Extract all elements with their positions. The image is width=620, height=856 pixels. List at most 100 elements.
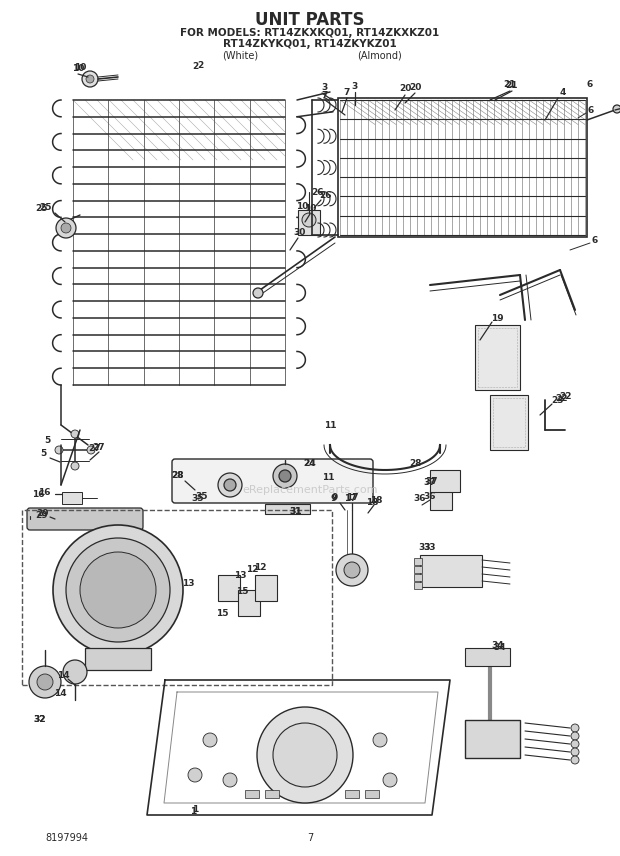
Circle shape [571,748,579,756]
Circle shape [279,470,291,482]
Text: 2: 2 [197,61,203,69]
Circle shape [223,773,237,787]
Circle shape [37,674,53,690]
FancyBboxPatch shape [172,459,373,503]
Circle shape [273,723,337,787]
Text: 27: 27 [89,443,101,453]
Text: 32: 32 [33,716,46,724]
Circle shape [571,732,579,740]
Text: 28: 28 [409,459,421,467]
Bar [493,398,525,447]
Bar [414,582,422,589]
Bar [465,648,510,666]
Text: 13: 13 [234,570,246,580]
Circle shape [336,554,368,586]
Text: 24: 24 [304,459,316,467]
Text: 7: 7 [322,91,328,99]
Circle shape [61,223,71,233]
Text: 22: 22 [556,394,569,402]
Bar [478,328,517,387]
Circle shape [87,446,95,454]
Circle shape [257,707,353,803]
Text: 21: 21 [506,80,518,90]
Text: 17: 17 [346,492,358,502]
Text: 36: 36 [423,491,436,501]
Circle shape [71,430,79,438]
Bar [345,790,359,798]
Text: 35: 35 [196,491,208,501]
Text: 12: 12 [246,566,259,574]
Bar [365,790,379,798]
Circle shape [188,768,202,782]
Circle shape [218,473,242,497]
Text: 10: 10 [296,201,308,211]
Bar [430,470,460,492]
Text: 3: 3 [322,82,328,92]
Circle shape [373,733,387,747]
Text: 26: 26 [312,187,324,197]
Text: 7: 7 [344,87,350,97]
Text: 17: 17 [343,494,356,502]
Text: 4: 4 [560,87,566,97]
Text: 34: 34 [492,640,504,650]
Circle shape [86,75,94,83]
Circle shape [344,562,360,578]
Bar [85,648,151,670]
Circle shape [224,479,236,491]
Text: 14: 14 [56,670,69,680]
Text: 9: 9 [331,494,337,502]
Text: 5: 5 [44,436,50,444]
Text: 12: 12 [254,563,266,573]
Text: 11: 11 [324,420,336,430]
Bar [238,590,260,616]
Text: eReplacementParts.com: eReplacementParts.com [242,485,378,495]
Text: 2: 2 [192,62,198,70]
Text: 18: 18 [370,496,383,504]
Text: 9: 9 [332,492,338,502]
Text: 1: 1 [190,807,196,817]
Bar [265,790,279,798]
Text: 10: 10 [74,62,86,72]
Text: 33: 33 [418,544,432,552]
Text: 22: 22 [559,391,571,401]
Circle shape [82,71,98,87]
Text: 16: 16 [38,488,50,496]
Text: 26: 26 [319,191,331,199]
Text: 32: 32 [33,716,46,724]
Text: 15: 15 [216,609,228,619]
Text: 30: 30 [294,228,306,236]
Text: 21: 21 [503,80,516,88]
Text: 6: 6 [587,80,593,88]
Text: 23: 23 [551,395,563,405]
Text: 6: 6 [592,235,598,245]
Text: 10: 10 [72,63,84,73]
Bar [265,504,310,514]
Bar [414,566,422,573]
Circle shape [29,666,61,698]
Text: UNIT PARTS: UNIT PARTS [255,11,365,29]
Text: 31: 31 [290,507,303,515]
Text: 20: 20 [409,82,421,92]
Bar [255,575,277,601]
Text: 33: 33 [423,543,436,551]
Circle shape [71,462,79,470]
Text: 34: 34 [494,644,507,652]
Bar [22,510,332,685]
Text: 31: 31 [290,507,303,515]
Text: 5: 5 [40,449,46,457]
Circle shape [571,724,579,732]
Circle shape [253,288,263,298]
Bar [490,395,528,450]
Circle shape [273,464,297,488]
Text: 16: 16 [32,490,44,498]
Text: 24: 24 [304,459,316,467]
Text: 37: 37 [426,477,438,485]
Bar [465,720,520,758]
Text: 29: 29 [37,509,50,519]
Bar [218,575,240,601]
Circle shape [53,525,183,655]
FancyBboxPatch shape [27,508,143,530]
Circle shape [571,740,579,748]
Text: 28: 28 [172,471,184,479]
Text: (White): (White) [222,50,258,60]
